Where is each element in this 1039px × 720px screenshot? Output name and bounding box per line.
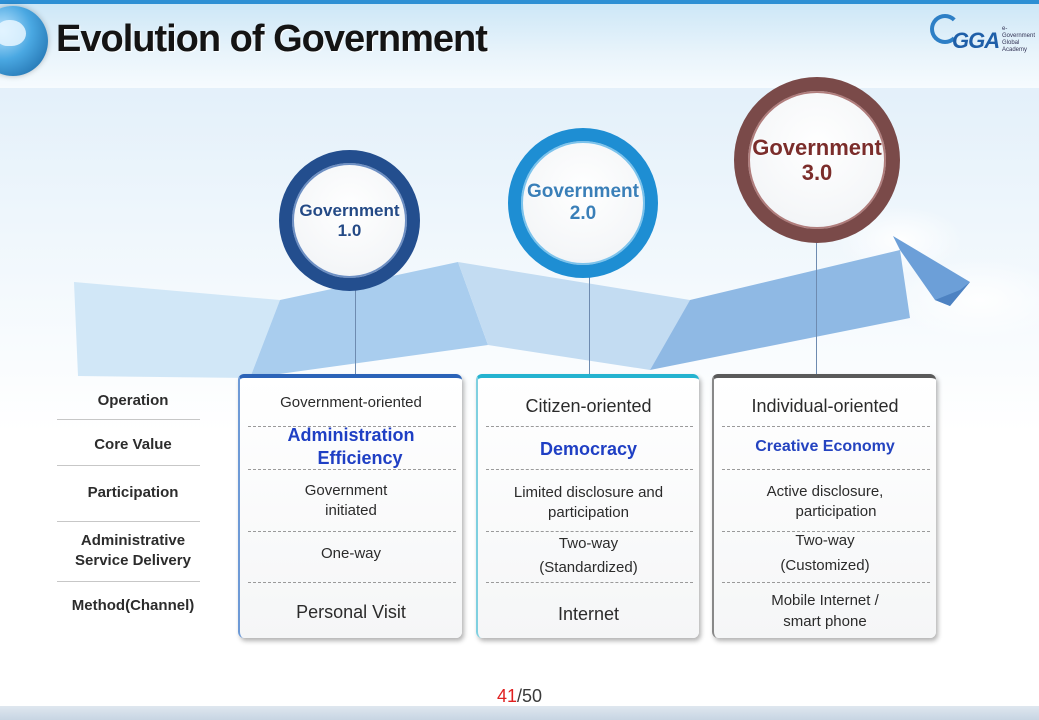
arrow-head-shade [935,282,970,306]
row-label-delivery-line2: Service Delivery [75,551,191,569]
arrow-segment-1 [74,282,280,378]
g3-core-value: Creative Economy [755,438,895,455]
g2-delivery-line2: (Standardized) [539,559,638,576]
stage-2-line2: 2.0 [569,203,597,224]
gga-logo-subtitle: e-Government Global Academy [1002,26,1036,53]
stage-1-stem [355,283,356,375]
page-total: /50 [517,686,543,706]
gga-logo-mark-icon [930,14,960,44]
g1-method: Personal Visit [296,602,406,622]
panel-divider [248,469,456,470]
g3-delivery: Two-way (Customized) [718,529,932,579]
g2-participation-line2: participation [548,504,629,522]
stage-1-line1: Government [299,200,400,220]
arrow-segment-3 [458,262,690,370]
stage-3-line2: 3.0 [801,160,833,185]
government-3-0-panel: Individual-oriented Creative Economy Act… [712,374,936,638]
stage-3-stem [816,238,817,375]
arrow-segment-4 [650,250,910,370]
panel-divider [248,426,456,427]
g3-method-line1: Mobile Internet / [771,592,879,609]
g1-core-value: Administration Efficiency [244,424,458,471]
panel-divider [722,531,930,532]
government-2-0-panel: Citizen-oriented Democracy Limited discl… [476,374,699,638]
panel-divider [722,426,930,427]
g2-participation-line1: Limited disclosure and [513,484,664,501]
panel-divider [722,582,930,583]
g2-method: Internet [557,604,620,624]
panel-divider [486,531,693,532]
government-1-0-panel: Government-oriented Administration Effic… [238,374,462,638]
arrow-segment-2 [250,262,488,378]
page-title: Evolution of Government [56,18,488,60]
arrow-head [893,236,970,306]
row-divider [57,419,200,420]
g2-delivery: Two-way (Standardized) [482,532,695,580]
row-label-participation: Participation [87,484,179,501]
g2-participation: Limited disclosure and participation [482,483,695,524]
panel-divider [248,531,456,532]
panel-divider [486,469,693,470]
government-3-0-title: Government 3.0 [752,135,882,186]
gga-logo: GGA e-Government Global Academy [930,12,1035,56]
g3-participation-line1: Active disclosure, [766,483,884,500]
g1-participation: Government initiated [244,481,458,522]
row-divider [57,465,200,466]
footer-bar [0,706,1039,720]
g1-delivery: One-way [320,545,382,562]
page-current: 41 [496,686,517,706]
stage-3-line1: Government [752,134,882,160]
g3-method-line2: smart phone [783,613,867,630]
stage-2-stem [589,272,590,375]
government-3-0-circle: Government 3.0 [734,77,900,243]
g2-delivery-line1: Two-way [558,535,619,552]
title-bar: Evolution of Government GGA e-Government… [0,0,1039,88]
panel-divider [486,426,693,427]
g3-participation-line2: participation [795,503,877,521]
g3-delivery-line1: Two-way [795,532,855,549]
row-label-core-value: Core Value [94,436,172,453]
row-label-delivery-line1: Administrative [80,532,186,549]
row-label-method: Method(Channel) [71,597,195,614]
row-label-delivery: Administrative Service Delivery [40,531,226,570]
panel-divider [486,582,693,583]
gga-logo-text: GGA [952,28,1000,53]
row-divider [57,581,200,582]
g3-operation: Individual-oriented [751,396,899,416]
row-divider [57,521,200,522]
g1-core-value-line2: Efficiency [317,448,403,469]
g1-operation: Government-oriented [280,394,422,411]
page-number: 41/50 [0,686,1039,707]
g1-participation-line1: Government [304,482,388,499]
g3-participation: Active disclosure, participation [718,482,932,523]
stage-2-line1: Government [527,181,639,203]
government-1-0-circle: Government 1.0 [279,150,420,291]
panel-divider [248,582,456,583]
government-2-0-circle: Government 2.0 [508,128,658,278]
g3-method: Mobile Internet / smart phone [718,590,932,632]
g1-core-value-line1: Administration [287,425,415,445]
row-label-operation: Operation [97,392,169,409]
g2-core-value: Democracy [539,439,638,459]
stage-1-line2: 1.0 [337,220,362,240]
panel-divider [722,469,930,470]
government-1-0-title: Government 1.0 [299,201,399,240]
government-2-0-title: Government 2.0 [527,181,639,225]
g2-operation: Citizen-oriented [525,396,652,416]
g1-participation-line2: initiated [325,502,377,520]
g3-delivery-line2: (Customized) [780,556,870,574]
